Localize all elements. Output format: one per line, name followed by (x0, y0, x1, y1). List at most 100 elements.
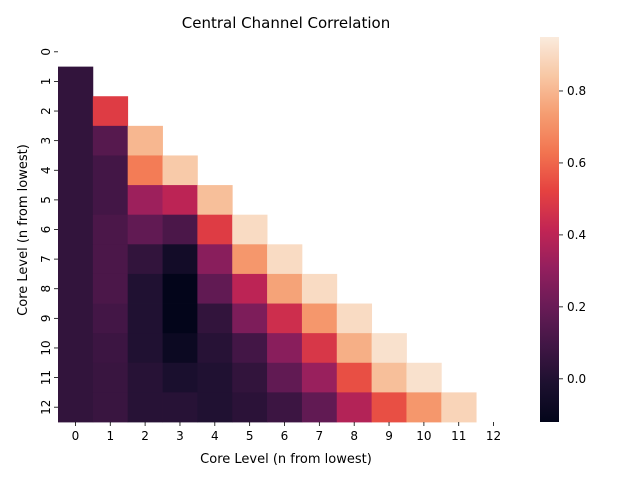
heatmap-cell (92, 362, 129, 393)
heatmap-cell (58, 333, 94, 364)
heatmap-cell (127, 273, 163, 304)
heatmap-cell (336, 392, 373, 423)
heatmap-cell (162, 362, 198, 393)
heatmap-cell (58, 362, 94, 393)
heatmap-cell (162, 333, 198, 364)
heatmap-cell (58, 273, 94, 304)
heatmap-cell (127, 333, 163, 364)
heatmap-cell (232, 362, 268, 393)
y-tick-label: 10 (39, 340, 53, 355)
heatmap-cell (232, 244, 268, 275)
x-tick-label: 5 (246, 429, 254, 443)
heatmap-cell (92, 392, 129, 423)
heatmap-cell (301, 392, 338, 423)
heatmap-cell (301, 273, 338, 304)
x-tick-label: 1 (106, 429, 114, 443)
x-tick-label: 8 (350, 429, 358, 443)
heatmap-cell (441, 392, 477, 423)
colorbar-tick-label: 0.2 (567, 300, 586, 314)
heatmap-cell (232, 273, 268, 304)
heatmap-cell (92, 273, 129, 304)
heatmap-cell (232, 333, 268, 364)
heatmap-cell (267, 362, 303, 393)
y-tick-label: 8 (39, 285, 53, 293)
heatmap-cell (267, 392, 303, 423)
heatmap-cell (371, 392, 407, 423)
heatmap-cell (58, 125, 94, 156)
heatmap-cell (127, 392, 163, 423)
heatmap-cell (58, 303, 94, 334)
heatmap-cell (232, 214, 268, 245)
heatmap-cell (127, 362, 163, 393)
heatmap-cell (267, 333, 303, 364)
colorbar-tick-label: 0.8 (567, 84, 586, 98)
heatmap-cell (406, 362, 442, 393)
heatmap-cell (58, 185, 94, 216)
heatmap-cell (92, 303, 129, 334)
heatmap-cell (267, 303, 303, 334)
x-tick-label: 9 (385, 429, 393, 443)
y-tick-label: 11 (39, 370, 53, 385)
heatmap-cell (301, 303, 338, 334)
y-tick-label: 7 (39, 255, 53, 263)
heatmap-cell (371, 333, 407, 364)
heatmap-cell (336, 333, 373, 364)
y-tick-label: 6 (39, 226, 53, 234)
chart-title: Central Channel Correlation (182, 14, 390, 32)
heatmap-cell (162, 244, 198, 275)
heatmap-cell (127, 125, 163, 156)
colorbar-ticks: 0.0 0.2 0.4 0.6 0.8 (559, 84, 586, 386)
heatmap-cell (162, 155, 198, 186)
y-tick-label: 5 (39, 196, 53, 204)
heatmap-cell (301, 362, 338, 393)
x-tick-label: 4 (211, 429, 219, 443)
heatmap-cell (127, 155, 163, 186)
heatmap-cell (162, 214, 198, 245)
heatmap-cell (92, 155, 129, 186)
x-tick-label: 3 (176, 429, 184, 443)
heatmap-cell (162, 273, 198, 304)
heatmap-cell (336, 362, 373, 393)
heatmap-cell (58, 244, 94, 275)
y-tick-label: 0 (39, 48, 53, 56)
heatmap-cell (58, 392, 94, 423)
heatmap-cell (58, 214, 94, 245)
x-tick-label: 12 (486, 429, 501, 443)
heatmap-cell (301, 333, 338, 364)
heatmap-cell (92, 185, 129, 216)
heatmap-cell (58, 96, 94, 127)
colorbar-tick-label: 0.4 (567, 228, 586, 242)
y-tick-label: 12 (39, 400, 53, 415)
heatmap-cell (58, 66, 94, 97)
heatmap-cell (127, 244, 163, 275)
y-axis-label: Core Level (n from lowest) (16, 144, 31, 316)
x-tick-label: 0 (72, 429, 80, 443)
y-tick-label: 3 (39, 137, 53, 145)
heatmap-cell (267, 244, 303, 275)
x-tick-label: 11 (451, 429, 466, 443)
heatmap-cell (197, 362, 233, 393)
heatmap-cell (336, 303, 373, 334)
x-axis-label: Core Level (n from lowest) (200, 452, 372, 467)
heatmap-cell (197, 214, 233, 245)
heatmap-cell (267, 273, 303, 304)
heatmap-cell (162, 185, 198, 216)
heatmap-cell (92, 333, 129, 364)
heatmap-cell (127, 214, 163, 245)
heatmap-cell (127, 303, 163, 334)
colorbar-tick-label: 0.0 (567, 372, 586, 386)
heatmap-cell (197, 303, 233, 334)
x-tick-label: 2 (141, 429, 149, 443)
heatmap-cell (371, 362, 407, 393)
colorbar-tick-label: 0.6 (567, 156, 586, 170)
heatmap-cell (127, 185, 163, 216)
x-tick-label: 6 (281, 429, 289, 443)
x-tick-label: 7 (316, 429, 324, 443)
heatmap-cell (406, 392, 442, 423)
heatmap-cell (197, 244, 233, 275)
heatmap-cell (197, 185, 233, 216)
heatmap-cell (197, 392, 233, 423)
y-tick-label: 4 (39, 166, 53, 174)
